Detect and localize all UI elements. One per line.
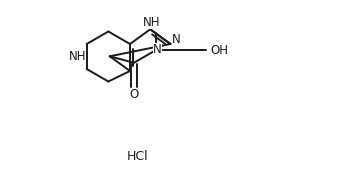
Text: OH: OH <box>211 44 228 57</box>
Text: HCl: HCl <box>127 151 149 163</box>
Text: N: N <box>153 43 162 56</box>
Text: NH: NH <box>143 16 160 29</box>
Text: O: O <box>129 88 139 101</box>
Text: N: N <box>172 33 181 45</box>
Text: NH: NH <box>69 50 87 63</box>
